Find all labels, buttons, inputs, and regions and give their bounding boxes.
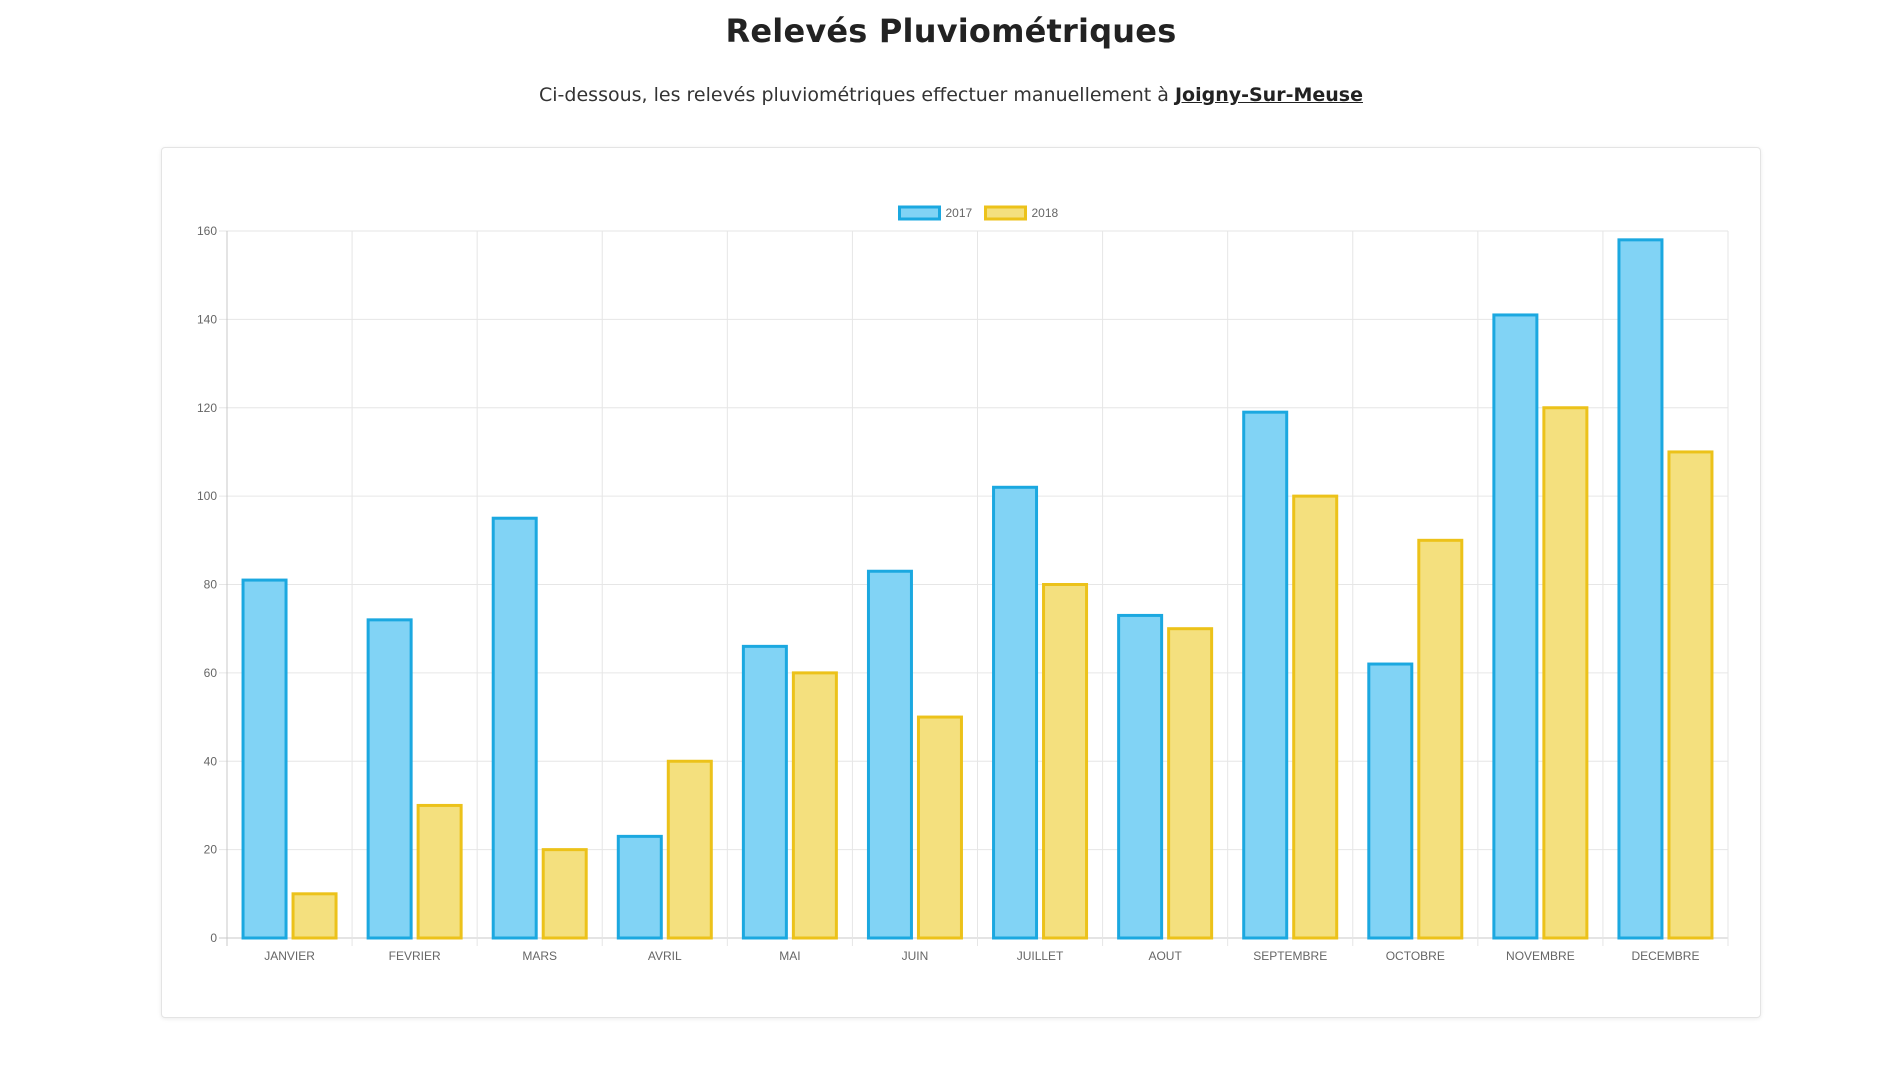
bar-2017-octobre[interactable]	[1367, 662, 1414, 940]
bar-2018-avril[interactable]	[666, 759, 713, 940]
intro-text: Ci-dessous, les relevés pluviométriques …	[539, 84, 1175, 106]
bar-2017-novembre[interactable]	[1492, 313, 1539, 940]
y-tick-label: 100	[197, 489, 217, 503]
y-tick-label: 120	[197, 401, 217, 415]
bar-2017-aout[interactable]	[1117, 613, 1164, 940]
bar-2017-septembre[interactable]	[1242, 410, 1289, 940]
bar-2017-juin[interactable]	[866, 569, 913, 940]
bar-2018-juillet[interactable]	[1042, 583, 1089, 940]
y-tick-label: 140	[197, 312, 217, 326]
x-tick-label: FEVRIER	[389, 949, 441, 963]
x-tick-label: DECEMBRE	[1631, 949, 1699, 963]
x-tick-label: AVRIL	[648, 949, 682, 963]
bar-2018-septembre[interactable]	[1292, 494, 1339, 940]
bar-2018-novembre[interactable]	[1542, 406, 1589, 940]
x-tick-label: MARS	[522, 949, 557, 963]
bar-2017-decembre[interactable]	[1617, 238, 1664, 940]
bar-2018-janvier[interactable]	[291, 892, 338, 940]
bar-2018-fevrier[interactable]	[416, 803, 463, 940]
page-title: Relevés Pluviométriques	[725, 12, 1177, 50]
x-tick-label: JUILLET	[1017, 949, 1064, 963]
x-tick-label: AOUT	[1148, 949, 1182, 963]
y-tick-label: 80	[204, 578, 218, 592]
x-tick-label: OCTOBRE	[1386, 949, 1445, 963]
x-tick-label: JANVIER	[264, 949, 315, 963]
bar-2017-janvier[interactable]	[241, 578, 288, 940]
bar-2017-fevrier[interactable]	[366, 618, 413, 940]
legend-label-2018[interactable]: 2018	[1032, 206, 1059, 220]
y-tick-label: 40	[204, 754, 218, 768]
x-tick-label: MAI	[779, 949, 800, 963]
y-tick-label: 20	[204, 843, 218, 857]
y-tick-label: 60	[204, 666, 218, 680]
chart-card: 0 20 40 60 80 100 120 140 160 JANVIER FEVRIER MARS A…	[161, 147, 1761, 1018]
legend-swatch-2017[interactable]	[898, 205, 941, 221]
bar-2017-juillet[interactable]	[992, 485, 1039, 940]
legend-label-2017[interactable]: 2017	[946, 206, 973, 220]
y-tick-label: 160	[197, 224, 217, 238]
bar-2018-aout[interactable]	[1167, 627, 1214, 940]
bar-2017-mars[interactable]	[491, 516, 538, 940]
legend-swatch-2018[interactable]	[984, 205, 1027, 221]
bar-2018-decembre[interactable]	[1667, 450, 1714, 940]
bar-2018-mai[interactable]	[791, 671, 838, 940]
bar-2018-octobre[interactable]	[1417, 538, 1464, 940]
bar-2018-mars[interactable]	[541, 848, 588, 940]
x-tick-label: SEPTEMBRE	[1253, 949, 1327, 963]
intro-paragraph: Ci-dessous, les relevés pluviométriques …	[0, 84, 1902, 106]
rainfall-chart: 0 20 40 60 80 100 120 140 160 JANVIER FEVRIER MARS A…	[197, 205, 1729, 963]
bar-2017-mai[interactable]	[741, 644, 788, 940]
x-tick-label: NOVEMBRE	[1506, 949, 1575, 963]
y-tick-label: 0	[210, 931, 217, 945]
bar-2018-juin[interactable]	[916, 715, 963, 940]
bar-2017-avril[interactable]	[616, 834, 663, 940]
x-tick-label: JUIN	[902, 949, 929, 963]
city-link[interactable]: Joigny-Sur-Meuse	[1174, 84, 1363, 106]
